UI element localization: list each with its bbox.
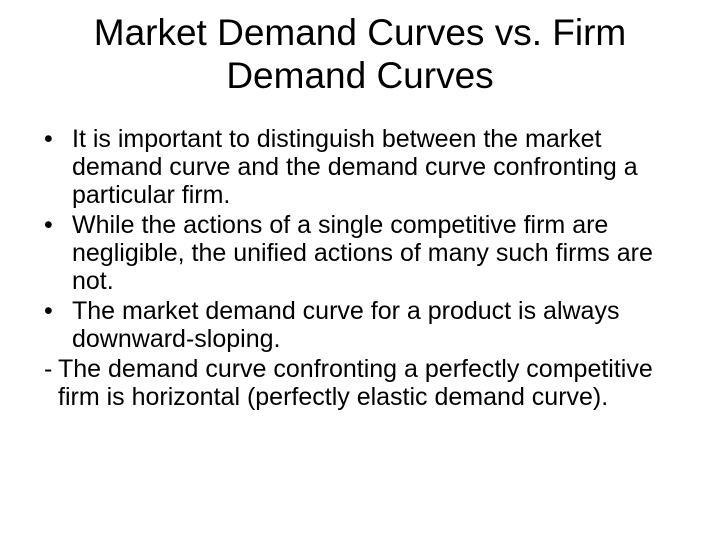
slide: Market Demand Curves vs. Firm Demand Cur… [0, 0, 720, 540]
slide-title: Market Demand Curves vs. Firm Demand Cur… [40, 12, 680, 97]
dash-text: The demand curve confronting a perfectly… [58, 355, 680, 411]
bullet-item: • It is important to distinguish between… [44, 125, 680, 209]
bullet-text: The market demand curve for a product is… [72, 297, 680, 353]
slide-body: • It is important to distinguish between… [40, 125, 680, 411]
bullet-marker-icon: • [44, 125, 72, 209]
bullet-item: • While the actions of a single competit… [44, 211, 680, 295]
bullet-text: While the actions of a single competitiv… [72, 211, 680, 295]
bullet-marker-icon: • [44, 211, 72, 295]
bullet-marker-icon: • [44, 297, 72, 353]
dash-marker-icon: - [44, 355, 58, 411]
bullet-text: It is important to distinguish between t… [72, 125, 680, 209]
bullet-item: • The market demand curve for a product … [44, 297, 680, 353]
dash-item: - The demand curve confronting a perfect… [44, 355, 680, 411]
